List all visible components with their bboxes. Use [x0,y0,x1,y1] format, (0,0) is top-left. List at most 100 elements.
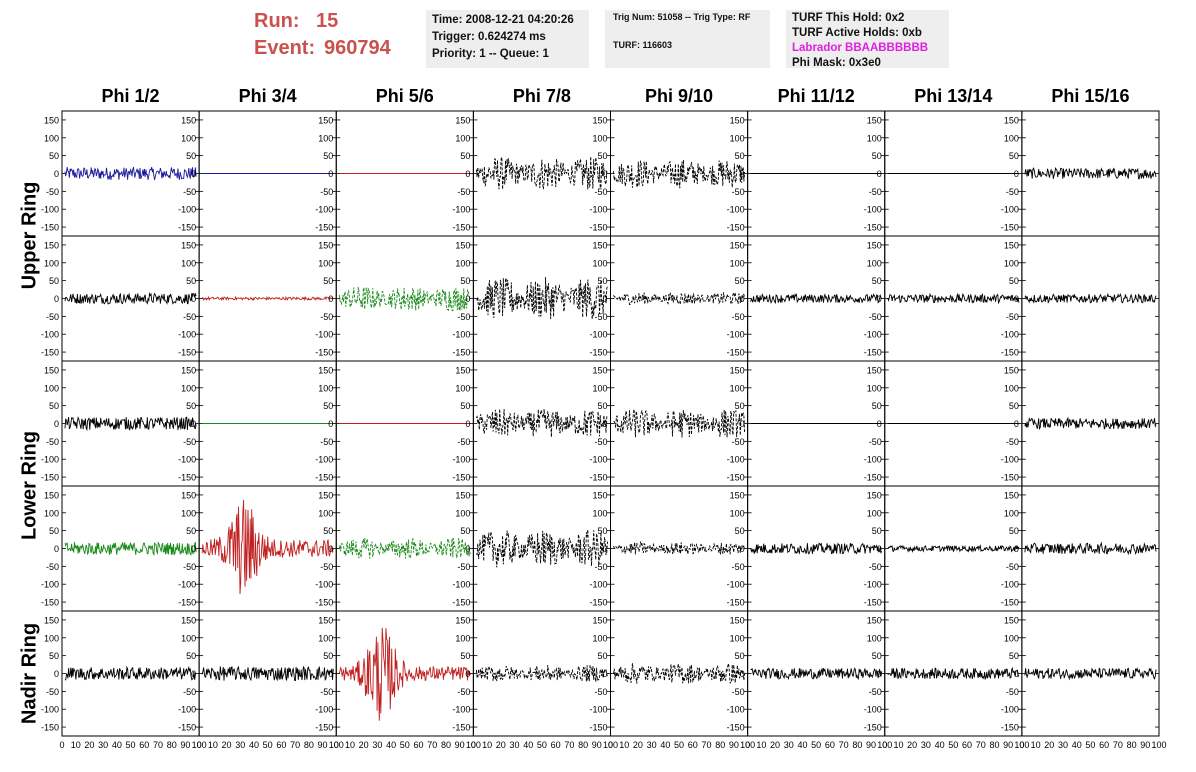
waveform-trace [338,627,471,721]
run-event-label: Run: 15 Event: 960794 [254,8,391,62]
y-tick-label: -50 [869,562,882,572]
y-tick-label: 50 [323,651,333,661]
x-tick-label: 70 [427,740,437,750]
turf-active-text: TURF Active Holds: 0xb [792,27,922,39]
y-tick-label: -100 [178,455,196,465]
waveform-trace [476,408,608,438]
waveform-trace [64,292,197,305]
y-tick-label: 50 [186,151,196,161]
run-label: Run: [254,10,300,32]
y-tick-label: 150 [318,615,333,625]
waveform-trace [201,499,334,595]
y-tick-label: 100 [1004,633,1019,643]
waveform-trace [1024,292,1157,304]
y-tick-label: 50 [597,401,607,411]
y-tick-label: 150 [867,490,882,500]
y-tick-label: 0 [602,169,607,179]
x-tick-label: 60 [414,740,424,750]
y-tick-label: -50 [594,562,607,572]
event-value: 960794 [324,37,391,59]
y-tick-label: -150 [178,723,196,733]
y-tick-label: 0 [191,669,196,679]
y-tick-label: -50 [46,312,59,322]
x-tick-label: 50 [126,740,136,750]
y-tick-label: 0 [740,669,745,679]
x-tick-label: 20 [633,740,643,750]
y-tick-label: -100 [315,455,333,465]
y-tick-label: 150 [1004,365,1019,375]
y-tick-label: -100 [452,705,470,715]
waveform-trace [750,667,883,681]
y-tick-label: -50 [320,312,333,322]
y-tick-label: 150 [867,115,882,125]
y-tick-label: 50 [1009,401,1019,411]
time-info-panel: Time: 2008-12-21 04:20:26 Trigger: 0.624… [426,10,589,68]
x-tick-label: 40 [1072,740,1082,750]
waveform-trace [338,537,471,560]
x-tick-label: 70 [976,740,986,750]
y-tick-label: 150 [592,615,607,625]
y-tick-label: 50 [872,651,882,661]
y-tick-label: 100 [730,258,745,268]
labrador-text: Labrador BBAABBBBBB [792,42,929,54]
y-tick-label: 150 [181,115,196,125]
y-tick-label: -150 [864,723,882,733]
y-tick-label: 50 [1009,151,1019,161]
y-tick-label: -50 [732,187,745,197]
x-tick-label: 100 [1014,740,1029,750]
y-tick-label: 100 [181,633,196,643]
y-tick-label: 100 [592,633,607,643]
run-value: 15 [316,10,339,32]
y-tick-label: 0 [740,419,745,429]
y-tick-label: 100 [44,508,59,518]
y-tick-label: -150 [315,348,333,358]
y-tick-label: -150 [41,473,59,483]
y-tick-label: -150 [864,473,882,483]
y-tick-label: 150 [44,615,59,625]
y-tick-label: 0 [602,419,607,429]
x-tick-label: 0 [1019,740,1024,750]
waveform-trace [887,666,1020,681]
y-tick-label: 0 [740,544,745,554]
y-tick-label: 50 [49,151,59,161]
y-tick-label: 100 [44,633,59,643]
y-tick-label: -50 [320,562,333,572]
trigger-text: Trigger: 0.624274 ms [432,31,546,43]
y-tick-label: 150 [730,240,745,250]
y-tick-label: 0 [465,169,470,179]
y-tick-label: 150 [592,365,607,375]
y-tick-label: -100 [178,705,196,715]
phi-column-label: Phi 1/2 [101,86,160,106]
y-tick-label: 100 [181,508,196,518]
y-tick-label: 0 [602,294,607,304]
turf-hold-text: TURF This Hold: 0x2 [792,12,905,24]
x-tick-label: 60 [276,740,286,750]
x-tick-label: 30 [510,740,520,750]
y-tick-label: 100 [867,508,882,518]
y-tick-label: -50 [869,187,882,197]
y-tick-label: 0 [54,544,59,554]
waveform-trace [475,155,608,190]
y-tick-label: -50 [457,187,470,197]
y-tick-label: -100 [315,580,333,590]
y-tick-label: 50 [460,526,470,536]
y-tick-label: 50 [186,651,196,661]
y-tick-label: 0 [1014,419,1019,429]
phi-column-label: Phi 15/16 [1051,86,1130,106]
priority-text: Priority: 1 -- Queue: 1 [432,48,549,60]
y-tick-label: -50 [183,562,196,572]
y-tick-label: -150 [1001,723,1019,733]
y-tick-label: -150 [178,223,196,233]
y-tick-label: 100 [592,258,607,268]
waveform-trace [476,277,608,320]
x-tick-label: 80 [441,740,451,750]
x-tick-label: 60 [688,740,698,750]
y-tick-label: 0 [740,294,745,304]
x-tick-label: 10 [71,740,81,750]
y-tick-label: -150 [1001,223,1019,233]
y-tick-label: 0 [602,544,607,554]
x-tick-label: 20 [359,740,369,750]
y-tick-label: -100 [41,705,59,715]
y-tick-label: 50 [1009,651,1019,661]
y-tick-label: -100 [1001,205,1019,215]
